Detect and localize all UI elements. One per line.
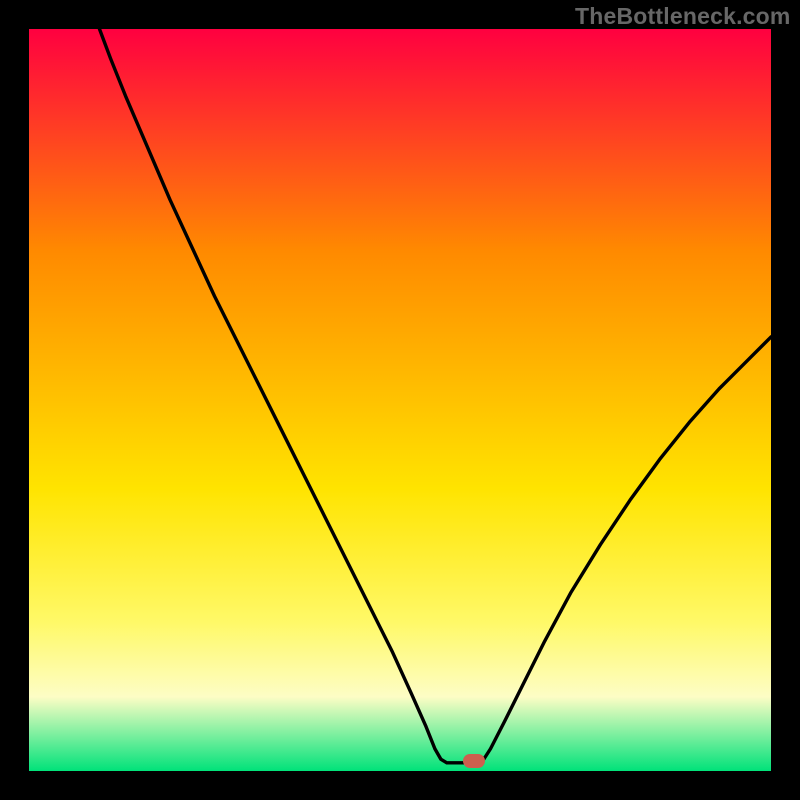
chart-stage: TheBottleneck.com <box>0 0 800 800</box>
plot-gradient-background <box>29 29 771 771</box>
plot-area <box>29 29 771 771</box>
optimal-point-marker <box>463 754 485 768</box>
watermark-text: TheBottleneck.com <box>575 3 791 30</box>
